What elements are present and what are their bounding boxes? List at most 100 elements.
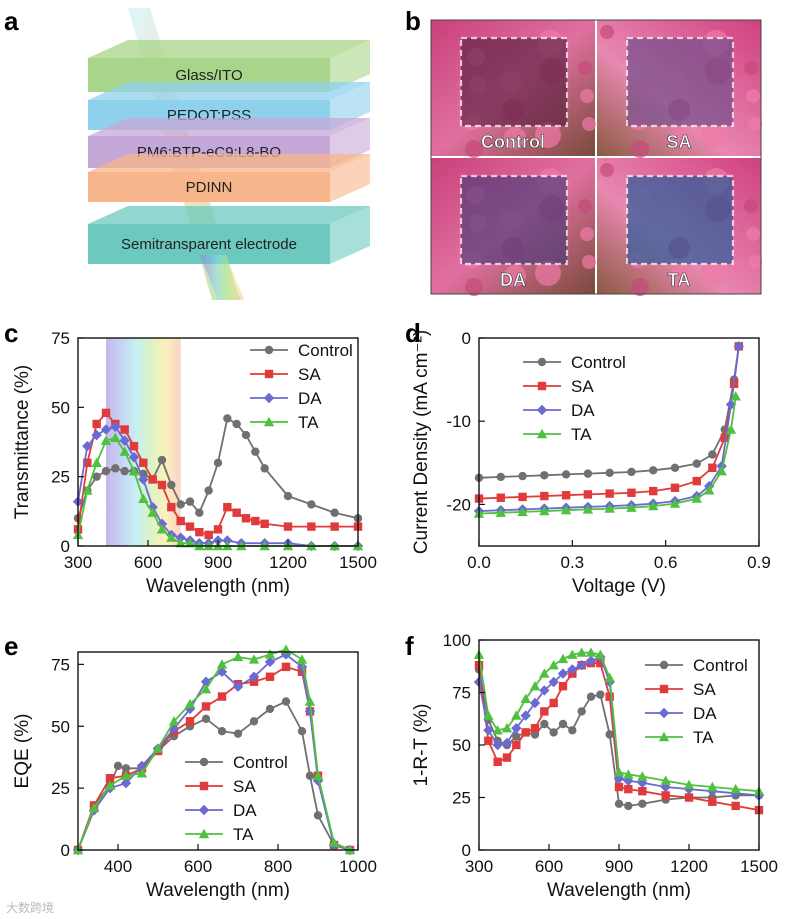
data-point-sa (624, 784, 633, 794)
x-tick-label: 300 (465, 857, 493, 876)
legend-marker (199, 781, 209, 791)
absorption-chart: 300 600 900 1200 1500 0 25 50 75 100 Wavelength (n… (411, 631, 778, 901)
data-point-control (692, 459, 701, 468)
data-point-da (733, 341, 744, 352)
data-point-da (304, 706, 316, 717)
data-point-da (120, 777, 132, 789)
y-tick-label: 0 (61, 841, 70, 860)
data-point-control (167, 480, 176, 490)
data-point-sa (549, 698, 558, 708)
data-point-control (549, 728, 558, 737)
x-axis-title: Wavelength (nm) (146, 880, 290, 901)
data-point-da (232, 681, 244, 692)
data-point-ta (138, 493, 149, 504)
data-point-da (312, 775, 324, 786)
data-point-sa (176, 516, 185, 526)
data-point-da (175, 532, 186, 543)
plot-frame (77, 651, 359, 851)
data-point-ta (328, 837, 340, 847)
legend-label: DA (298, 389, 322, 408)
data-point-sa (692, 476, 701, 486)
data-point-control (540, 719, 549, 729)
data-point-control (313, 811, 323, 820)
legend-marker (264, 369, 274, 379)
y-axis-title: 1-R-T (%) (411, 703, 432, 786)
flower-blob (535, 260, 561, 286)
y-tick-label: 75 (452, 684, 471, 703)
data-point-sa (521, 728, 530, 737)
data-point-sa (232, 508, 241, 517)
data-point-sa (148, 475, 157, 484)
data-point-da (264, 656, 276, 668)
flower-blob (504, 127, 526, 149)
data-point-control (670, 463, 680, 472)
data-point-sa (708, 463, 717, 472)
data-point-da (248, 671, 260, 682)
data-point-sa (167, 502, 176, 512)
data-point-control (195, 508, 204, 517)
data-point-control (614, 799, 624, 808)
x-tick-label: 400 (104, 857, 132, 876)
data-point-ta (648, 500, 659, 511)
data-point-da (136, 760, 148, 772)
data-point-control (518, 471, 527, 481)
data-point-da (529, 697, 541, 709)
data-point-control (605, 468, 614, 477)
filter-overlay (459, 36, 569, 128)
data-point-da (222, 535, 233, 546)
data-point-control (232, 419, 241, 429)
flower-blob (746, 89, 760, 103)
layer-top-face (88, 118, 370, 136)
layer-top-face (88, 154, 370, 172)
data-point-ta (576, 647, 587, 657)
x-axis-title: Voltage (V) (572, 576, 666, 597)
data-point-sa (307, 522, 316, 531)
flower-blob (465, 140, 483, 158)
jv-chart: 0.0 0.3 0.6 0.9 0 -10 -20 Voltage (V) Current De… (411, 329, 771, 597)
data-point-sa (561, 491, 571, 500)
x-tick-label: 900 (605, 857, 633, 876)
data-point-ta (660, 775, 671, 785)
data-point-ta (529, 681, 541, 691)
data-point-sa (281, 662, 291, 672)
filter-overlay (625, 174, 735, 266)
data-point-ta (232, 651, 244, 662)
data-point-control (649, 466, 658, 475)
data-point-control (233, 729, 243, 738)
legend-label: SA (571, 377, 594, 396)
data-point-sa (265, 672, 275, 681)
data-point-control (558, 719, 568, 729)
flower-blob (465, 278, 483, 296)
y-axis-title: Current Density (mA cm⁻²) (411, 330, 432, 554)
data-point-control (561, 470, 571, 479)
data-point-ta (691, 493, 702, 503)
legend-label: DA (233, 801, 257, 820)
data-point-control (176, 500, 185, 509)
data-point-control (512, 732, 521, 741)
data-point-sa (105, 774, 115, 783)
data-point-sa (330, 522, 339, 531)
data-point-da (576, 660, 587, 671)
x-tick-label: 600 (535, 857, 563, 876)
data-point-da (548, 676, 559, 688)
data-point-da (91, 429, 102, 441)
data-point-control (496, 472, 505, 482)
data-point-sa (518, 492, 527, 502)
legend-label: Control (298, 341, 353, 360)
panel-label-b: b (405, 6, 421, 36)
y-tick-label: 25 (51, 779, 70, 798)
data-point-ta (128, 465, 140, 476)
series-line-ta (77, 648, 351, 851)
layer-top-face (88, 82, 370, 100)
data-point-sa (661, 791, 670, 800)
data-point-ta (495, 507, 506, 517)
data-point-da (296, 661, 308, 673)
data-point-control (204, 486, 213, 495)
data-point-control (583, 469, 593, 478)
data-point-sa (530, 724, 540, 733)
data-point-sa (649, 486, 658, 496)
data-point-sa (493, 757, 502, 766)
layer-top-face (88, 40, 370, 58)
data-point-sa (185, 717, 195, 726)
data-point-ta (175, 538, 186, 548)
